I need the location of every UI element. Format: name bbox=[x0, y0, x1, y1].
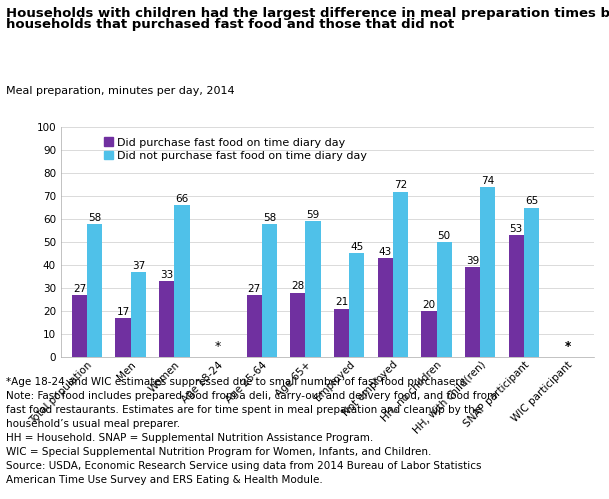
Text: *: * bbox=[565, 340, 571, 353]
Bar bbox=[437, 242, 452, 357]
Bar bbox=[524, 208, 539, 357]
Text: 17: 17 bbox=[116, 306, 130, 317]
Text: 20: 20 bbox=[422, 300, 435, 310]
Bar bbox=[116, 318, 131, 357]
Text: American Time Use Survey and ERS Eating & Health Module.: American Time Use Survey and ERS Eating … bbox=[6, 475, 323, 485]
Bar bbox=[349, 253, 364, 357]
Text: 66: 66 bbox=[175, 194, 189, 204]
Text: 59: 59 bbox=[306, 210, 320, 220]
Legend: Did purchase fast food on time diary day, Did not purchase fast food on time dia: Did purchase fast food on time diary day… bbox=[104, 137, 367, 161]
Bar bbox=[72, 295, 87, 357]
Text: 37: 37 bbox=[132, 260, 145, 270]
Text: *: * bbox=[215, 340, 221, 353]
Text: WIC = Special Supplemental Nutrition Program for Women, Infants, and Children.: WIC = Special Supplemental Nutrition Pro… bbox=[6, 447, 431, 457]
Text: Note: Fast food includes prepared food from a deli, carry-out and delivery food,: Note: Fast food includes prepared food f… bbox=[6, 391, 497, 401]
Bar bbox=[306, 222, 321, 357]
Bar bbox=[421, 311, 437, 357]
Text: 43: 43 bbox=[379, 247, 392, 257]
Text: 33: 33 bbox=[160, 270, 174, 280]
Text: 27: 27 bbox=[73, 283, 86, 293]
Bar bbox=[87, 224, 102, 357]
Text: Source: USDA, Economic Research Service using data from 2014 Bureau of Labor Sta: Source: USDA, Economic Research Service … bbox=[6, 461, 482, 471]
Text: Meal preparation, minutes per day, 2014: Meal preparation, minutes per day, 2014 bbox=[6, 86, 234, 96]
Bar bbox=[509, 235, 524, 357]
Bar bbox=[290, 292, 306, 357]
Text: 28: 28 bbox=[291, 281, 304, 291]
Bar bbox=[465, 267, 481, 357]
Bar bbox=[378, 258, 393, 357]
Text: 50: 50 bbox=[438, 231, 451, 241]
Text: 58: 58 bbox=[263, 213, 276, 223]
Bar bbox=[131, 272, 146, 357]
Text: 45: 45 bbox=[350, 243, 364, 252]
Text: 74: 74 bbox=[481, 176, 495, 186]
Text: 27: 27 bbox=[247, 283, 261, 293]
Text: Households with children had the largest difference in meal preparation times be: Households with children had the largest… bbox=[6, 7, 609, 20]
Bar bbox=[393, 192, 408, 357]
Text: *Age 18-24 and WIC estimates suppressed due to small number of fast food purchas: *Age 18-24 and WIC estimates suppressed … bbox=[6, 377, 468, 387]
Bar bbox=[262, 224, 277, 357]
Bar bbox=[159, 281, 174, 357]
Text: household’s usual meal preparer.: household’s usual meal preparer. bbox=[6, 419, 180, 429]
Text: households that purchased fast food and those that did not: households that purchased fast food and … bbox=[6, 18, 454, 31]
Text: 53: 53 bbox=[510, 224, 523, 234]
Text: 65: 65 bbox=[525, 197, 538, 207]
Text: 21: 21 bbox=[335, 297, 348, 307]
Bar bbox=[174, 205, 190, 357]
Text: 58: 58 bbox=[88, 213, 101, 223]
Bar bbox=[481, 187, 496, 357]
Text: 72: 72 bbox=[394, 180, 407, 191]
Text: fast food restaurants. Estimates are for time spent in meal preparation and clea: fast food restaurants. Estimates are for… bbox=[6, 405, 481, 415]
Bar bbox=[334, 308, 349, 357]
Text: 39: 39 bbox=[466, 256, 479, 266]
Text: *: * bbox=[565, 340, 571, 353]
Text: HH = Household. SNAP = Supplemental Nutrition Assistance Program.: HH = Household. SNAP = Supplemental Nutr… bbox=[6, 433, 373, 443]
Bar bbox=[247, 295, 262, 357]
